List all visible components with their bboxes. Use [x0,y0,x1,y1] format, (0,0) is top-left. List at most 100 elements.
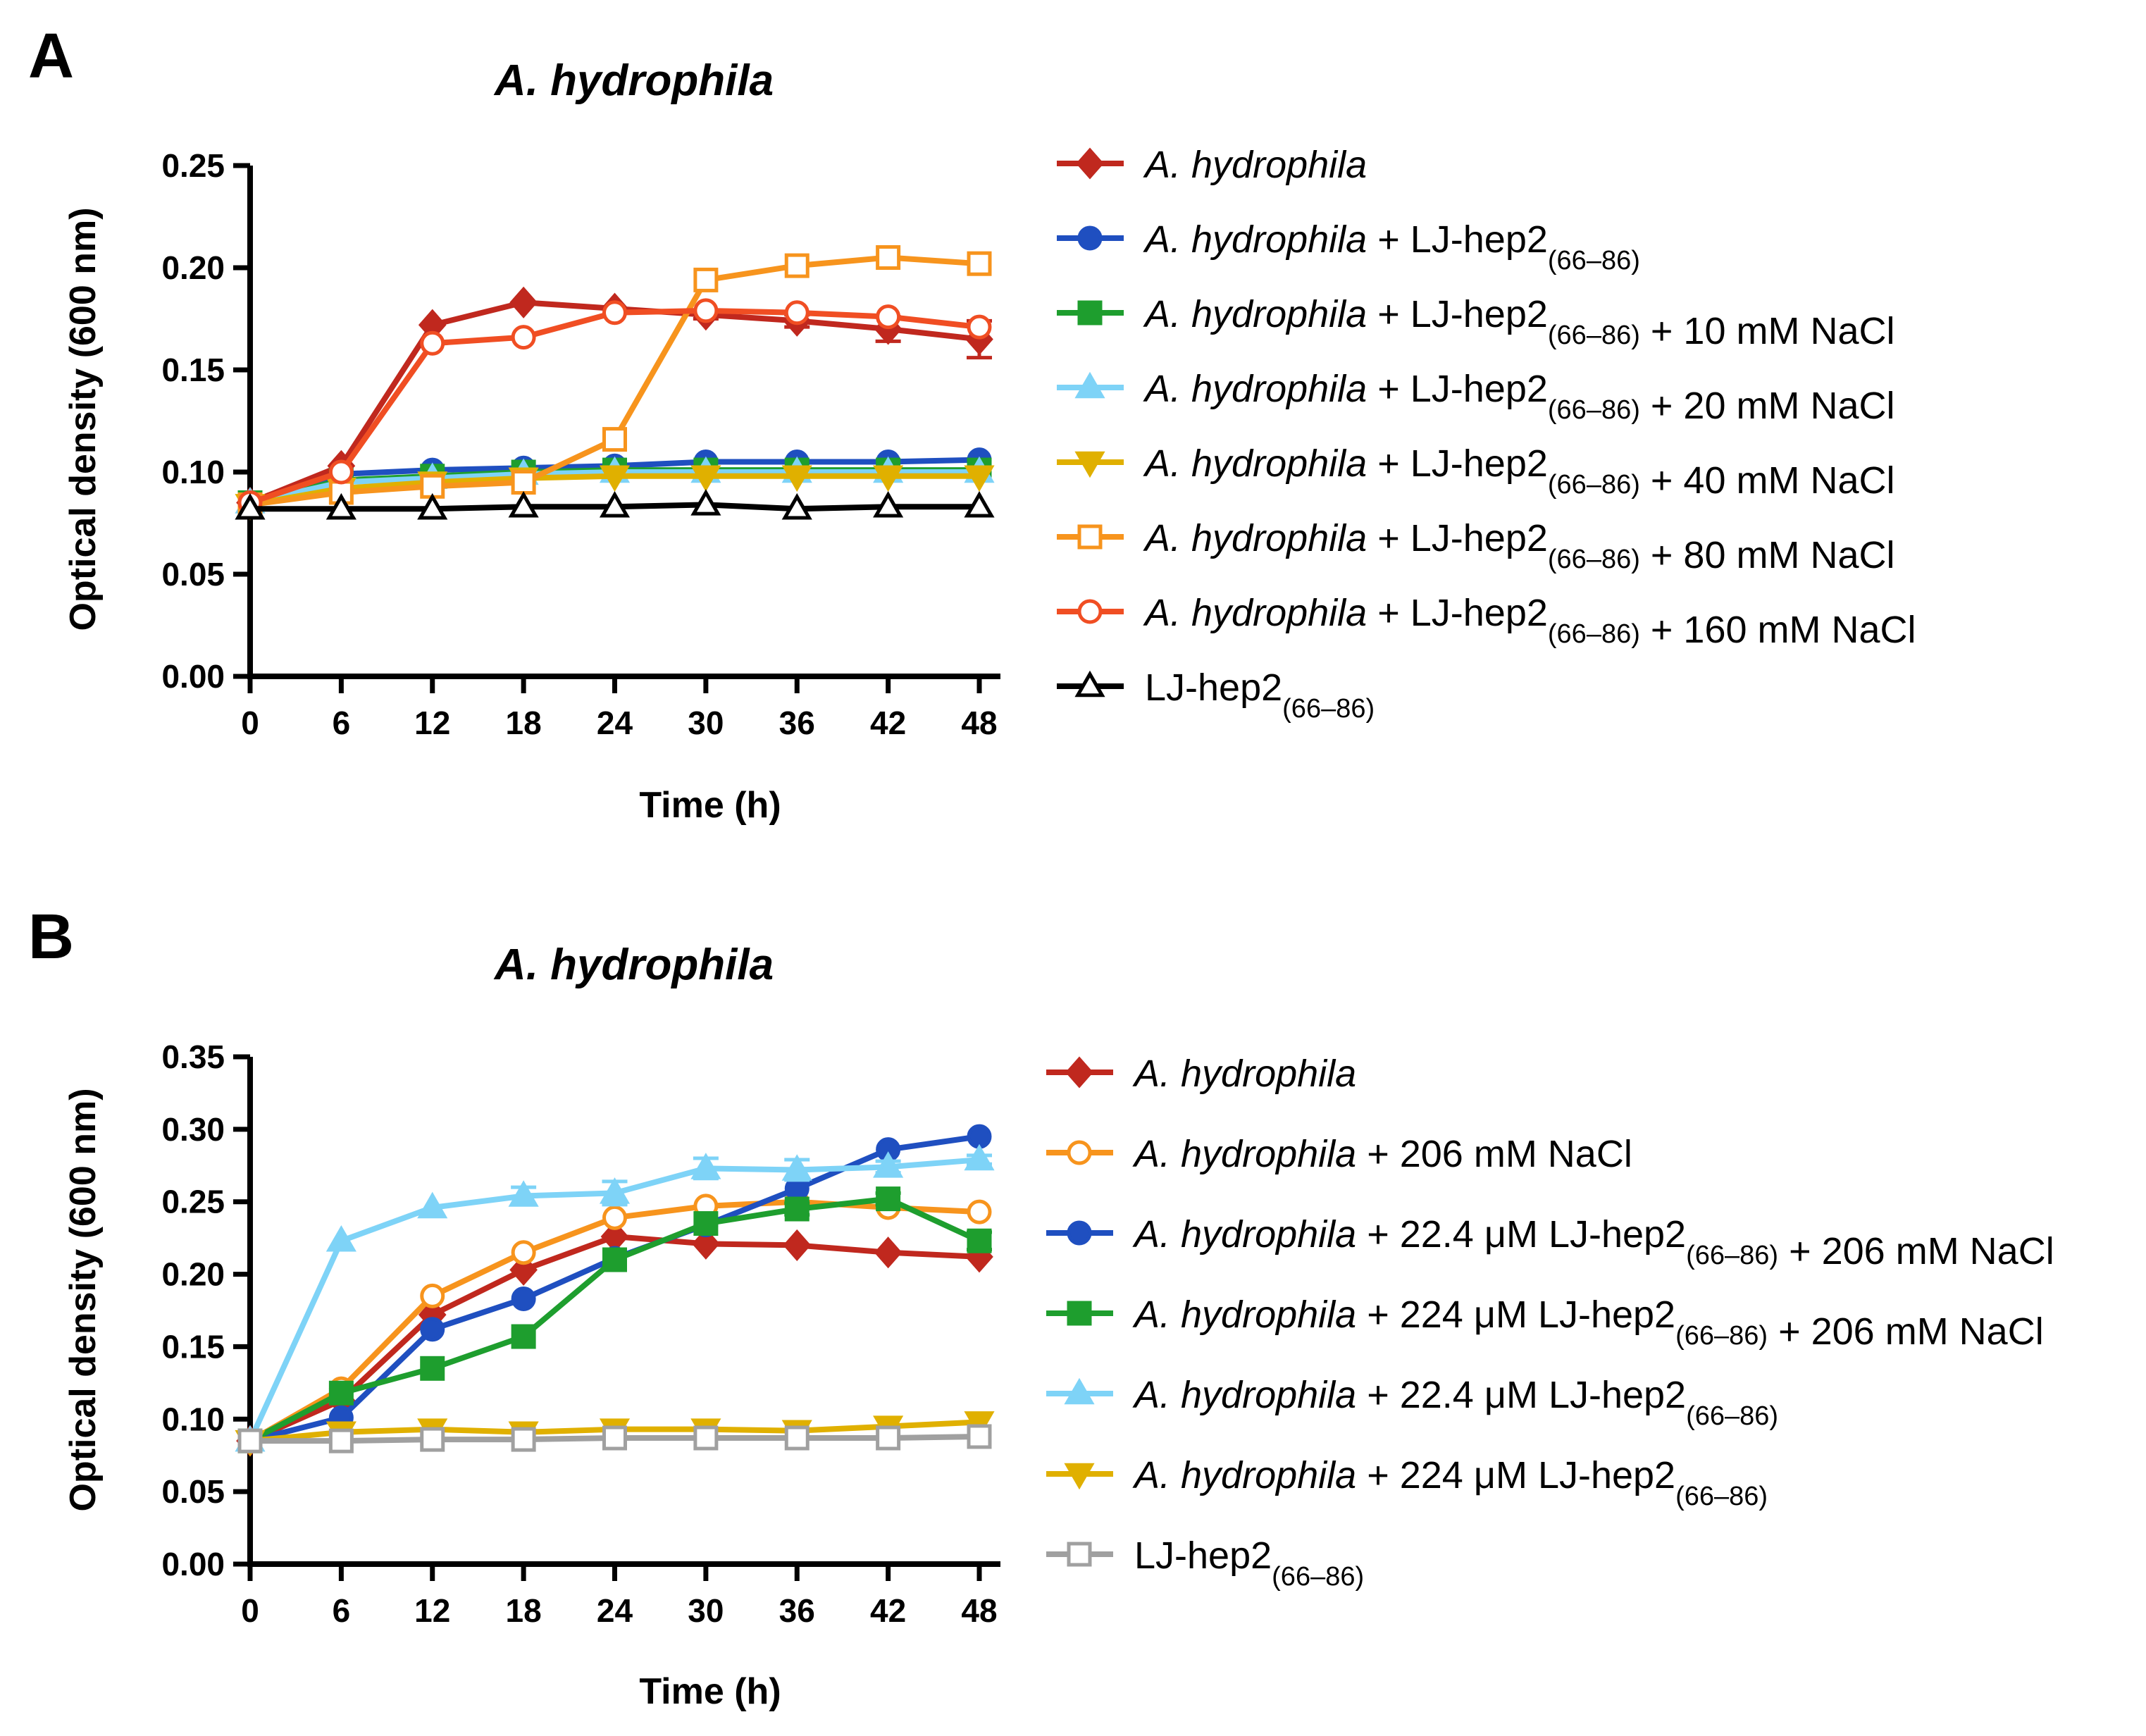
legend-label-part: A. hydrophila [1132,1213,1356,1256]
data-point [508,1180,539,1207]
legend-b: A. hydrophila A. hydrophila + 206 mM NaCl… [1046,1053,2054,1592]
legend-label-part: + 224 μM LJ-hep2 [1356,1294,1675,1336]
x-tick-label: 48 [961,705,997,741]
legend-label-part: + 206 mM NaCl [1778,1230,2054,1272]
data-point [690,465,721,492]
legend-entry-2: A. hydrophila + LJ-hep2(66–86) [1057,218,1640,275]
legend-label-part: (66–86) [1548,470,1640,500]
x-tick-label: 12 [414,1592,450,1629]
legend-swatch-marker [1064,1463,1095,1490]
data-point [599,1177,631,1204]
data-point [599,465,631,492]
data-point [967,251,992,276]
data-point [784,1196,810,1222]
data-point [876,245,901,270]
legend-entry-4: A. hydrophila + LJ-hep2(66–86) + 20 mM N… [1057,368,1894,427]
legend-label-part: (66–86) [1686,1401,1778,1431]
legend-label: A. hydrophila + 22.4 μM LJ-hep2(66–86) [1132,1374,1778,1431]
legend-label-part: A. hydrophila [1132,1454,1356,1496]
legend-label-part: A. hydrophila [1143,218,1367,261]
data-point [967,1424,992,1449]
chart-title-a: A. hydrophila [493,56,774,105]
data-point [328,1428,354,1453]
legend-label: A. hydrophila [1132,1053,1356,1095]
legend-entry-8: LJ-hep2(66–86) [1057,666,1375,724]
legend-entry-5: A. hydrophila + 22.4 μM LJ-hep2(66–86) [1046,1374,1778,1431]
legend-label-part: + 206 mM NaCl [1768,1310,2044,1353]
data-point [874,1236,903,1269]
legend-entry-7: LJ-hep2(66–86) [1046,1534,1364,1592]
y-tick-label: 0.20 [161,1256,225,1293]
plot-area-a: 0.00 0.05 0.10 0.15 0.20 0.25 0 6 12 18 24 30 36 42 48 [161,147,1000,741]
data-point [511,1324,536,1349]
data-point [508,491,539,518]
data-point [235,492,266,520]
legend-entry-7: A. hydrophila + LJ-hep2(66–86) + 160 mM … [1057,592,1916,651]
legend-label-part: + 20 mM NaCl [1640,385,1895,427]
legend-label: A. hydrophila + LJ-hep2(66–86) + 20 mM N… [1143,368,1894,427]
legend-entry-3: A. hydrophila + 22.4 μM LJ-hep2(66–86) +… [1046,1213,2054,1272]
x-tick-label: 48 [961,1592,997,1629]
legend-swatch-marker [1077,300,1103,326]
legend-label-part: (66–86) [1282,694,1375,724]
x-tick-label: 24 [597,1592,633,1629]
panel-letter-b: B [28,902,74,972]
legend-label: A. hydrophila + LJ-hep2(66–86) + 160 mM … [1143,592,1916,651]
data-point [967,314,992,340]
y-tick-label: 0.00 [161,1546,225,1582]
data-point [602,300,627,326]
panel-letter-a: A [28,21,74,92]
legend-swatch-marker [1074,451,1105,478]
x-tick-label: 18 [506,705,542,741]
legend-swatch-marker [1077,225,1103,251]
panel-a: A A. hydrophila Time (h) Optical density… [28,21,1916,826]
legend-label: A. hydrophila + 206 mM NaCl [1132,1133,1632,1175]
data-point [420,1283,445,1308]
x-axis-label-a: Time (h) [639,785,781,826]
legend-label: A. hydrophila + LJ-hep2(66–86) [1143,218,1640,275]
y-tick-label: 0.10 [161,454,225,490]
legend-label-part: + LJ-hep2 [1367,218,1548,261]
data-point [509,286,538,318]
legend-label-part: + 160 mM NaCl [1640,609,1916,651]
legend-label: A. hydrophila + 22.4 μM LJ-hep2(66–86) +… [1132,1213,2054,1272]
legend-label-part: (66–86) [1548,321,1640,350]
data-point [964,465,995,492]
data-point [783,1229,812,1261]
legend-label-part: + 224 μM LJ-hep2 [1356,1454,1675,1496]
legend-label-part: A. hydrophila [1143,592,1367,634]
data-point [690,489,721,516]
legend-entry-5: A. hydrophila + LJ-hep2(66–86) + 40 mM N… [1057,442,1894,502]
legend-label-part: (66–86) [1548,545,1640,574]
data-point [599,491,631,518]
data-point [602,1425,627,1451]
y-tick-label: 0.15 [161,1328,225,1365]
legend-label-part: + 22.4 μM LJ-hep2 [1356,1374,1686,1416]
y-tick-label: 0.35 [161,1038,225,1075]
data-point [876,1186,901,1212]
data-point [328,1380,354,1406]
x-axis-label-b: Time (h) [639,1671,781,1712]
data-point [417,1191,448,1219]
data-point [511,470,536,495]
data-point [325,492,356,520]
legend-label: A. hydrophila + 224 μM LJ-hep2(66–86) [1132,1454,1768,1511]
legend-label-part: A. hydrophila [1143,517,1367,559]
data-point [967,1124,992,1149]
legend-label-part: A. hydrophila [1132,1294,1356,1336]
legend-label-part: A. hydrophila [1143,144,1367,186]
x-tick-label: 12 [414,705,450,741]
legend-swatch-marker [1074,670,1105,698]
data-point [511,325,536,350]
data-point [781,1154,812,1181]
legend-entry-2: A. hydrophila + 206 mM NaCl [1046,1133,1632,1175]
x-tick-label: 36 [779,705,815,741]
data-point [873,1151,904,1178]
legend-label-part: A. hydrophila [1132,1053,1356,1095]
y-tick-label: 0.25 [161,147,225,184]
y-tick-label: 0.10 [161,1401,225,1437]
data-point [781,465,812,492]
series-8 [235,489,995,520]
y-tick-label: 0.00 [161,658,225,695]
